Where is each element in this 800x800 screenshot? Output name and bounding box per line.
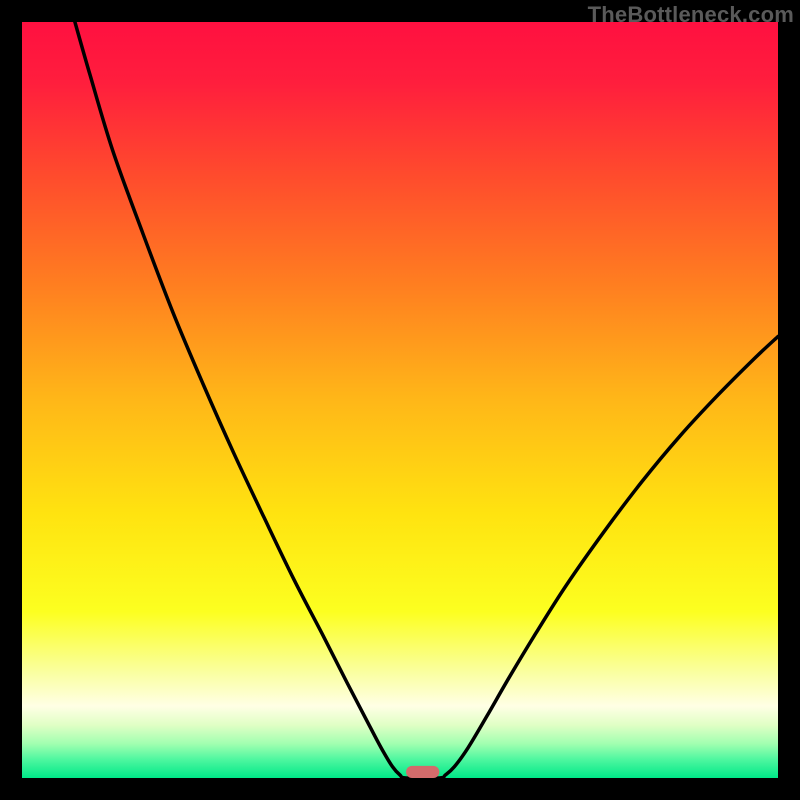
- chart-container: TheBottleneck.com: [0, 0, 800, 800]
- chart-svg: [0, 0, 800, 800]
- watermark-text: TheBottleneck.com: [588, 2, 794, 28]
- chart-background: [22, 22, 778, 778]
- optimum-marker: [406, 766, 439, 778]
